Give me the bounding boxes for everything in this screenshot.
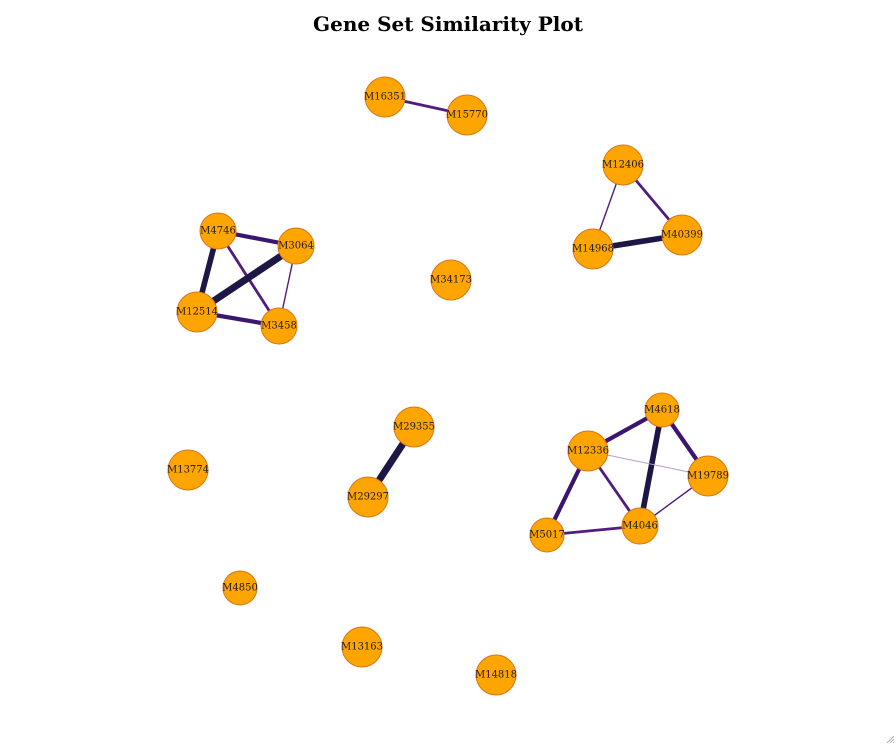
node-M4046[interactable]: M4046 — [621, 507, 659, 545]
node-circle[interactable] — [661, 214, 703, 256]
node-label: M29355 — [393, 422, 435, 433]
node-M13774[interactable]: M13774 — [167, 449, 209, 491]
node-label: M13774 — [167, 465, 209, 476]
node-circle[interactable] — [687, 455, 729, 497]
node-label: M19789 — [687, 471, 729, 482]
node-M29355[interactable]: M29355 — [393, 406, 435, 448]
node-circle[interactable] — [167, 449, 209, 491]
node-circle[interactable] — [176, 291, 218, 333]
node-M34173[interactable]: M34173 — [430, 259, 472, 301]
node-label: M12514 — [176, 307, 218, 318]
node-label: M12406 — [602, 160, 644, 171]
node-circle[interactable] — [572, 228, 614, 270]
node-M13163[interactable]: M13163 — [341, 626, 383, 668]
node-M4618[interactable]: M4618 — [644, 392, 680, 428]
node-label: M4046 — [622, 521, 658, 532]
edge-M4618-M4046 — [637, 409, 665, 527]
node-label: M12336 — [567, 446, 609, 457]
node-label: M3064 — [278, 241, 314, 252]
node-label: M34173 — [430, 275, 472, 286]
node-circle[interactable] — [199, 212, 237, 250]
node-label: M15770 — [446, 110, 488, 121]
node-label: M14968 — [572, 244, 614, 255]
node-label: M13163 — [341, 642, 383, 653]
node-M14968[interactable]: M14968 — [572, 228, 614, 270]
node-M3064[interactable]: M3064 — [277, 227, 315, 265]
plot-title: Gene Set Similarity Plot — [313, 12, 583, 36]
node-M19789[interactable]: M19789 — [687, 455, 729, 497]
node-M15770[interactable]: M15770 — [446, 94, 488, 136]
node-M12336[interactable]: M12336 — [567, 430, 609, 472]
node-M14818[interactable]: M14818 — [475, 654, 517, 696]
node-circle[interactable] — [621, 507, 659, 545]
node-label: M4618 — [644, 405, 680, 416]
node-circle[interactable] — [446, 94, 488, 136]
node-label: M4850 — [222, 583, 258, 594]
node-circle[interactable] — [529, 517, 565, 553]
node-M40399[interactable]: M40399 — [661, 214, 703, 256]
nodes-layer: M16351 M15770 M12406 M14968 M40399 M4746 M3064… — [167, 76, 729, 696]
node-M3458[interactable]: M3458 — [260, 307, 298, 345]
node-circle[interactable] — [277, 227, 315, 265]
node-M4850[interactable]: M4850 — [222, 570, 258, 606]
resize-grip-icon[interactable] — [886, 735, 894, 743]
node-circle[interactable] — [260, 307, 298, 345]
node-label: M16351 — [364, 92, 406, 103]
node-circle[interactable] — [222, 570, 258, 606]
node-M12514[interactable]: M12514 — [176, 291, 218, 333]
node-M12406[interactable]: M12406 — [602, 144, 644, 186]
node-circle[interactable] — [393, 406, 435, 448]
node-circle[interactable] — [602, 144, 644, 186]
node-label: M5017 — [529, 530, 565, 541]
node-label: M40399 — [661, 230, 703, 241]
node-circle[interactable] — [364, 76, 406, 118]
node-M29297[interactable]: M29297 — [347, 476, 389, 518]
node-circle[interactable] — [644, 392, 680, 428]
node-circle[interactable] — [341, 626, 383, 668]
node-label: M14818 — [475, 670, 517, 681]
node-label: M29297 — [347, 492, 389, 503]
node-circle[interactable] — [475, 654, 517, 696]
node-circle[interactable] — [347, 476, 389, 518]
node-M5017[interactable]: M5017 — [529, 517, 565, 553]
node-circle[interactable] — [430, 259, 472, 301]
node-M4746[interactable]: M4746 — [199, 212, 237, 250]
node-circle[interactable] — [567, 430, 609, 472]
node-label: M4746 — [200, 226, 236, 237]
node-label: M3458 — [261, 321, 297, 332]
node-M16351[interactable]: M16351 — [364, 76, 406, 118]
